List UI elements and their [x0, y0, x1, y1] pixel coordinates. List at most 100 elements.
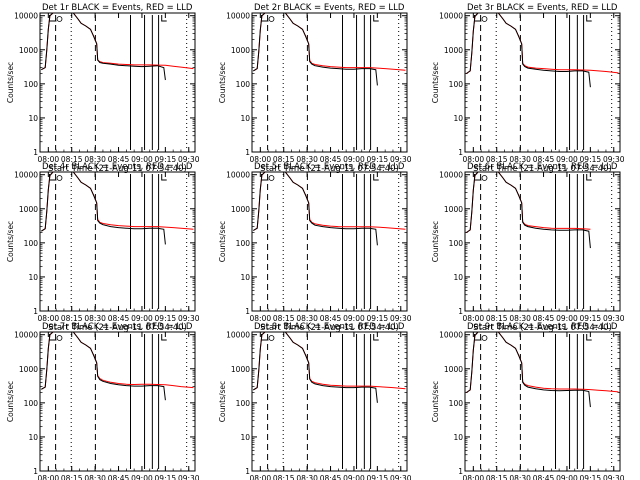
- panel-title: Det 6r BLACK = Events, RED = LLD: [467, 162, 618, 172]
- y-tick-label: 100: [236, 399, 251, 408]
- x-tick-label: 09:15: [155, 314, 177, 323]
- y-tick-label: 10: [453, 433, 463, 442]
- plot-frame: [464, 12, 621, 153]
- x-tick-label: 08:00: [250, 474, 272, 480]
- y-tick-label: 10: [240, 433, 250, 442]
- y-tick-label: 1000: [444, 365, 463, 374]
- x-tick-label: 08:15: [61, 474, 83, 480]
- panel-title: Det 7r BLACK = Events, RED = LLD: [42, 322, 193, 332]
- y-tick-label: 10000: [14, 12, 38, 21]
- x-tick-label: 08:45: [320, 155, 342, 164]
- x-tick-label: 08:30: [84, 155, 106, 164]
- x-axis-title: Start Time (21-Aug-11 07:54:40): [260, 323, 399, 333]
- x-tick-label: 09:00: [556, 314, 578, 323]
- attenuator-glyph-circle: [268, 335, 275, 341]
- series-events-line: [41, 171, 166, 245]
- y-axis-title: Counts/sec: [218, 62, 227, 103]
- y-tick-label: 10000: [439, 12, 463, 21]
- panel-det-4: Det 4r BLACK = Events, RED = LLD 1 10 100 10…: [6, 162, 200, 333]
- decimation-glyph: [373, 15, 379, 22]
- x-tick-label: 08:15: [273, 314, 295, 323]
- x-tick-label: 09:15: [155, 474, 177, 480]
- x-tick-label: 08:15: [273, 474, 295, 480]
- y-axis-title: Counts/sec: [431, 62, 440, 103]
- plot-frame: [464, 171, 621, 312]
- plot-frame: [464, 331, 621, 472]
- x-tick-label: 09:00: [131, 474, 153, 480]
- y-tick-label: 10000: [14, 171, 38, 180]
- x-tick-label: 09:15: [367, 155, 389, 164]
- y-tick-label: 1: [33, 148, 38, 157]
- x-tick-label: 09:30: [390, 474, 412, 480]
- x-axis-title: Start Time (21-Aug-11 07:54:40): [473, 323, 612, 333]
- y-tick-label: 100: [449, 239, 464, 248]
- y-tick-label: 1: [245, 307, 250, 316]
- series-events-line: [253, 12, 378, 86]
- series-events-line: [466, 331, 591, 408]
- panel-title: Det 3r BLACK = Events, RED = LLD: [467, 3, 618, 13]
- series-events-line: [253, 171, 378, 246]
- y-axis-title: Counts/sec: [431, 381, 440, 422]
- x-tick-label: 08:00: [250, 314, 272, 323]
- panel-det-1: Det 1r BLACK = Events, RED = LLD 1 10 100 10…: [6, 3, 200, 174]
- y-tick-label: 1000: [19, 46, 38, 55]
- x-tick-label: 09:30: [178, 155, 200, 164]
- series-events-line: [41, 12, 166, 81]
- attenuator-glyph-circle: [56, 335, 63, 341]
- y-tick-label: 10000: [226, 12, 250, 21]
- x-tick-label: 08:45: [108, 314, 130, 323]
- y-axis-title: Counts/sec: [431, 221, 440, 262]
- x-tick-label: 08:30: [84, 314, 106, 323]
- x-tick-label: 08:00: [38, 155, 60, 164]
- y-tick-label: 1: [245, 148, 250, 157]
- x-tick-label: 08:30: [296, 314, 318, 323]
- y-tick-label: 100: [449, 399, 464, 408]
- decimation-glyph: [373, 174, 379, 181]
- panel-title: Det 2r BLACK = Events, RED = LLD: [254, 3, 405, 13]
- x-tick-label: 08:45: [533, 314, 555, 323]
- y-tick-label: 10000: [226, 331, 250, 340]
- decimation-glyph: [161, 334, 167, 341]
- x-tick-label: 09:15: [367, 314, 389, 323]
- series-events-line: [253, 331, 378, 403]
- attenuator-glyph-circle: [56, 16, 63, 22]
- x-tick-label: 08:30: [509, 314, 531, 323]
- x-tick-label: 09:30: [603, 155, 625, 164]
- x-tick-label: 08:00: [463, 474, 485, 480]
- x-tick-label: 08:15: [486, 314, 508, 323]
- plot-frame: [251, 171, 408, 312]
- x-tick-label: 09:30: [178, 474, 200, 480]
- x-tick-label: 09:30: [603, 474, 625, 480]
- y-tick-label: 1: [33, 467, 38, 476]
- x-tick-label: 09:00: [556, 155, 578, 164]
- x-tick-label: 08:00: [250, 155, 272, 164]
- x-tick-label: 09:15: [580, 314, 602, 323]
- x-tick-label: 08:15: [486, 155, 508, 164]
- y-axis-title: Counts/sec: [6, 381, 15, 422]
- x-tick-label: 08:45: [320, 474, 342, 480]
- x-tick-label: 08:00: [38, 474, 60, 480]
- x-tick-label: 08:30: [84, 474, 106, 480]
- y-tick-label: 100: [236, 239, 251, 248]
- x-tick-label: 09:15: [580, 474, 602, 480]
- y-tick-label: 10: [240, 273, 250, 282]
- x-tick-label: 08:30: [509, 155, 531, 164]
- y-tick-label: 100: [449, 80, 464, 89]
- decimation-glyph: [586, 334, 592, 341]
- panel-det-9: Det 9r BLACK = Events, RED = LLD 1 10 100 10…: [431, 322, 625, 480]
- plot-frame: [39, 12, 196, 153]
- decimation-glyph: [161, 15, 167, 22]
- panel-title: Det 9r BLACK = Events, RED = LLD: [467, 322, 618, 332]
- y-tick-label: 10000: [226, 171, 250, 180]
- x-tick-label: 09:15: [367, 474, 389, 480]
- y-axis-title: Counts/sec: [6, 62, 15, 103]
- panel-title: Det 4r BLACK = Events, RED = LLD: [42, 162, 193, 172]
- y-tick-label: 100: [24, 80, 39, 89]
- y-tick-label: 10: [28, 433, 38, 442]
- panel-det-3: Det 3r BLACK = Events, RED = LLD 1 10 100 10…: [431, 3, 625, 174]
- x-tick-label: 09:00: [131, 155, 153, 164]
- x-tick-label: 08:15: [61, 314, 83, 323]
- x-tick-label: 09:00: [343, 314, 365, 323]
- y-tick-label: 10: [453, 114, 463, 123]
